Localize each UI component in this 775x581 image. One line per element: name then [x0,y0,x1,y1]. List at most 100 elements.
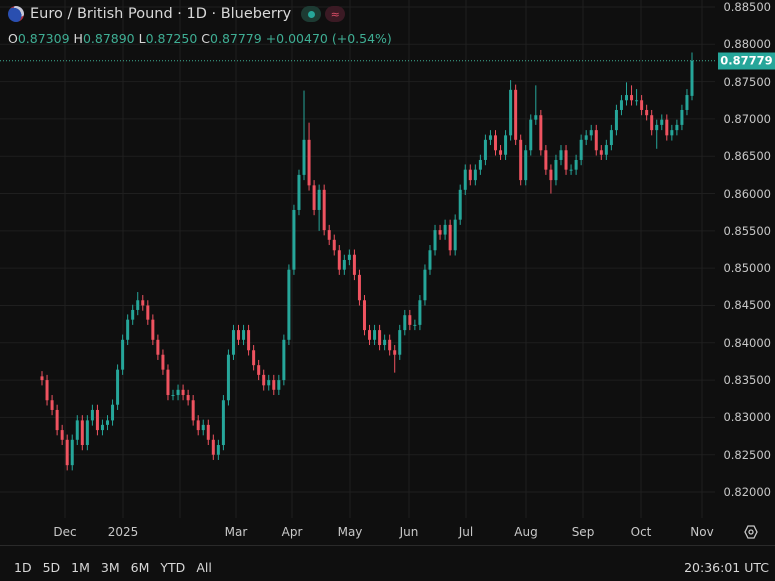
candle-body [357,274,361,301]
candle-body [297,174,301,210]
change-value: +0.00470 (+0.54%) [265,31,392,46]
candle [221,395,225,451]
candle-body [564,150,568,170]
x-tick-label: Mar [224,525,248,539]
candle-body [660,119,664,125]
candle [146,300,150,325]
range-1d[interactable]: 1D [14,560,32,575]
close-label: C [201,31,211,46]
candle [665,114,669,141]
divider [0,545,775,546]
candle-body [302,139,306,175]
x-tick-label: 2025 [107,525,139,539]
candle [317,184,321,231]
candle-body [131,309,135,320]
candle [201,419,205,436]
candle-body [292,209,296,270]
candle-body [327,230,331,240]
candle [322,184,326,236]
x-tick-label: Oct [630,525,652,539]
x-tick-label: Jul [458,525,474,539]
candle-body [589,130,593,136]
candle-body [226,354,230,401]
candle-body [458,189,462,220]
candle [645,104,649,121]
candle [226,349,230,406]
candle [45,374,49,406]
candle [524,145,528,186]
range-3m[interactable]: 3M [100,560,120,575]
candle [509,80,513,141]
candle-body [242,330,246,340]
range-1m[interactable]: 1M [71,560,90,575]
candlestick-chart[interactable] [0,0,775,545]
candle-body [559,150,563,160]
candle-body [262,374,266,386]
candle [539,109,543,156]
high-label: H [73,31,83,46]
candle [347,249,351,266]
candle-body [493,135,497,151]
candle [80,415,84,451]
range-6m[interactable]: 6M [130,560,150,575]
candle-body [267,380,271,386]
symbol-header[interactable]: Euro / British Pound · 1D · Blueberry ≈ [8,6,346,22]
candle-body [176,389,180,396]
candle [584,130,588,146]
status-pill[interactable]: ≈ [301,6,346,22]
candle-body [509,89,513,136]
candle-body [630,95,634,101]
chart-settings-icon[interactable] [744,525,758,539]
candle [624,82,628,106]
y-tick-label: 0.87500 [723,74,771,89]
candle-body [599,150,603,155]
candle [357,269,361,306]
candle [161,349,165,375]
candle-body [408,315,412,325]
candle [237,324,241,346]
candle-body [378,330,382,346]
candle-body [111,404,115,421]
candle [635,89,639,106]
low-value: 0.87250 [145,31,198,46]
candle-body [443,224,447,235]
candle-body [463,169,467,190]
candle [368,324,372,346]
candle [277,374,281,396]
candle [262,369,266,391]
candle-body [196,420,200,431]
clock[interactable]: 20:36:01 UTC [684,560,769,575]
y-tick-label: 0.83500 [723,373,771,388]
candle-body [337,250,341,270]
candle-body [640,100,644,110]
range-5d[interactable]: 5D [42,560,61,575]
candle-body [342,259,346,270]
candle [116,364,120,410]
candle [206,419,210,446]
candle [675,119,679,136]
candle-body [579,139,583,160]
candle-body [554,159,558,181]
candle [443,219,447,240]
candle [252,345,256,371]
candle-body [312,185,316,210]
candle-body [383,339,387,346]
candle [418,295,422,331]
candle-body [423,269,427,301]
open-label: O [8,31,18,46]
candle [650,109,654,136]
candle [156,334,160,360]
candle-body [650,115,654,131]
candle [599,145,603,160]
candle [186,389,190,406]
symbol-title[interactable]: Euro / British Pound · 1D · Blueberry [30,6,292,22]
range-selector: 1D 5D 1M 3M 6M YTD All [14,560,212,575]
grid-lines [0,0,715,518]
candle [287,264,291,346]
range-ytd[interactable]: YTD [160,560,186,575]
candle [483,134,487,166]
candle [292,204,296,275]
candle-body [191,400,195,421]
candle-body [287,269,291,340]
range-all[interactable]: All [196,560,212,575]
